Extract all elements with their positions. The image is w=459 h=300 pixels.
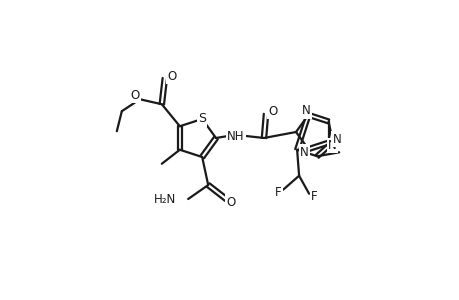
Text: NH: NH bbox=[227, 130, 244, 142]
Text: N: N bbox=[332, 133, 341, 146]
Text: O: O bbox=[268, 104, 277, 118]
Text: O: O bbox=[130, 89, 139, 102]
Text: N: N bbox=[299, 146, 308, 159]
Text: O: O bbox=[167, 70, 176, 83]
Text: N: N bbox=[327, 139, 336, 152]
Text: H₂N: H₂N bbox=[154, 193, 176, 206]
Text: N: N bbox=[302, 104, 310, 117]
Text: F: F bbox=[310, 190, 317, 203]
Text: O: O bbox=[226, 196, 235, 208]
Text: S: S bbox=[198, 112, 206, 125]
Text: F: F bbox=[274, 186, 281, 199]
